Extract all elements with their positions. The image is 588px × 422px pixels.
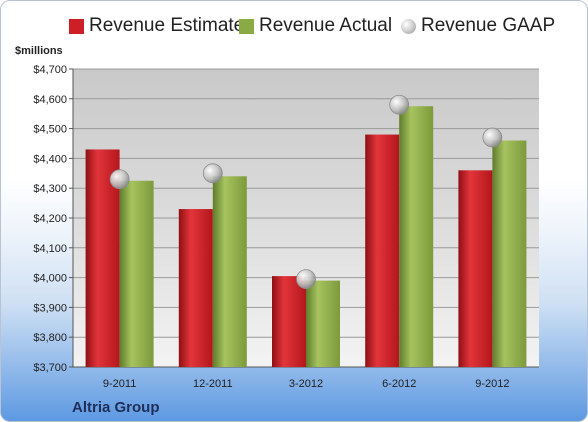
legend-swatch-actual [239, 18, 254, 34]
y-tick-label: $4,300 [33, 183, 67, 195]
bar-revenue-actual [306, 280, 340, 367]
point-revenue-gaap [389, 94, 410, 115]
y-tick-label: $4,500 [33, 124, 67, 136]
y-tick-label: $4,100 [33, 243, 67, 255]
legend-label-gaap: Revenue GAAP [421, 15, 556, 36]
y-tick-label: $4,600 [33, 94, 67, 106]
y-axis-ticks: $3,700 $3,800 $3,900 $4,000 $4,100 $4,200 $4,3… [33, 64, 67, 374]
legend-item-revenue-actual: Revenue Actual [239, 15, 392, 37]
y-tick-label: $3,900 [33, 302, 67, 314]
y-tick-label: $4,700 [33, 64, 67, 76]
x-tick-label: 12-2011 [193, 378, 233, 390]
bar-revenue-estimate [458, 170, 493, 367]
x-tick-label: 9-2012 [475, 378, 509, 390]
point-revenue-gaap [202, 163, 223, 184]
legend-item-revenue-gaap: Revenue GAAP [401, 15, 555, 37]
bar-revenue-actual [212, 176, 247, 367]
y-tick-label: $4,000 [33, 273, 67, 285]
x-axis-ticks: 9-2011 12-2011 3-2012 6-2012 9-2012 [103, 378, 510, 390]
point-revenue-gaap [109, 169, 130, 190]
legend-item-revenue-estimate: Revenue Estimate [69, 15, 244, 37]
bar-revenue-estimate [178, 209, 213, 367]
x-tick-label: 3-2012 [289, 378, 323, 390]
bar-revenue-estimate [365, 134, 400, 367]
point-revenue-gaap [296, 269, 316, 289]
legend-label-actual: Revenue Actual [259, 15, 393, 36]
chart-legend: Revenue Estimate Revenue Actual Revenue … [1, 15, 587, 45]
bar-revenue-actual [119, 180, 154, 367]
legend-swatch-estimate [69, 18, 84, 34]
bar-revenue-estimate [272, 276, 306, 367]
y-tick-label: $3,700 [33, 362, 67, 374]
y-tick-label: $4,200 [33, 213, 67, 225]
legend-label-estimate: Revenue Estimate [89, 15, 245, 36]
bar-revenue-actual [492, 140, 527, 367]
y-tick-label: $3,800 [33, 332, 67, 344]
legend-marker-gaap [401, 18, 416, 34]
company-name: Altria Group [72, 399, 160, 416]
x-tick-label: 9-2011 [103, 378, 136, 390]
bar-revenue-actual [399, 106, 434, 367]
point-revenue-gaap [482, 127, 503, 148]
y-tick-label: $4,400 [33, 153, 67, 165]
y-axis-unit-label: $millions [15, 45, 63, 57]
x-tick-label: 6-2012 [382, 378, 416, 390]
gaap-markers [109, 94, 503, 289]
